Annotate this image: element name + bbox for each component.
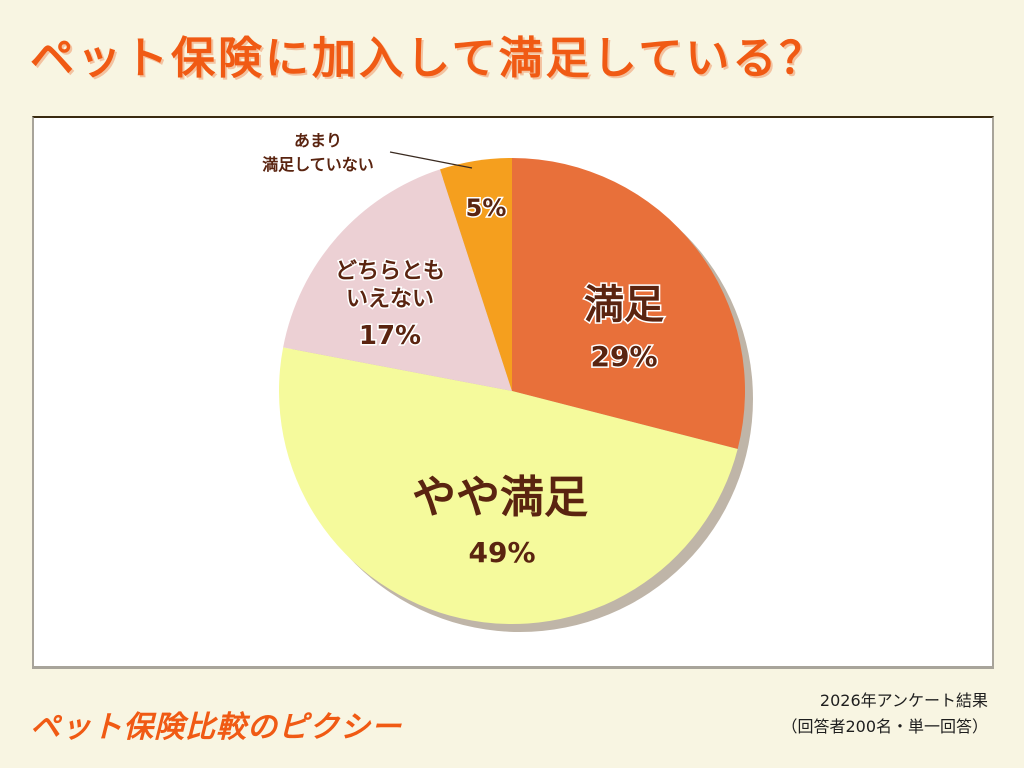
slice-somewhat-satisfied: [279, 347, 738, 624]
brand-logo-text: ペット保険比較のピクシー: [30, 710, 402, 745]
leader-line: [389, 151, 473, 169]
label-neutral-value: 17%: [359, 321, 421, 351]
page-title: ペット保険に加入して満足している？: [30, 33, 827, 84]
survey-note: 2026年アンケート結果 （回答者200名・単一回答）: [781, 688, 988, 740]
label-somewhat-satisfied-name: やや満足: [412, 472, 588, 523]
slice-not-satisfied: [439, 158, 512, 391]
pie-slices: [279, 158, 745, 624]
slice-neutral: [283, 169, 512, 391]
survey-note-line2: （回答者200名・単一回答）: [781, 717, 988, 736]
label-not-satisfied-line2: 満足していない: [262, 155, 374, 174]
label-satisfied-name: 満足: [584, 282, 664, 328]
label-neutral-line1: どちらとも: [335, 259, 445, 284]
label-neutral-line2: いえない: [346, 287, 434, 312]
survey-note-line1: 2026年アンケート結果: [819, 691, 988, 710]
slice-satisfied: [512, 158, 745, 449]
label-satisfied-value: 29%: [590, 340, 657, 373]
label-somewhat-satisfied-value: 49%: [468, 536, 535, 569]
label-not-satisfied-value: 5%: [466, 194, 507, 222]
label-not-satisfied-line1: あまり: [294, 131, 342, 150]
